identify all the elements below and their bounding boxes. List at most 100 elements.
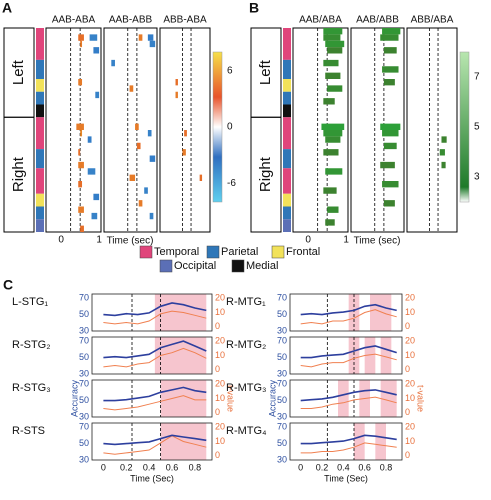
heatmap-cell: [382, 181, 399, 188]
significance-band: [348, 294, 360, 331]
accuracy-line: [103, 302, 207, 317]
region-strip: [36, 219, 44, 232]
heatmap-cell: [184, 130, 187, 137]
region-strip: [36, 28, 44, 60]
heatmap-cell: [147, 130, 152, 137]
heatmap-cell: [78, 206, 84, 213]
y-tick-label: 50: [79, 395, 89, 405]
y2-tick-label: 10: [215, 393, 225, 403]
x-axis-label: Time (Sec): [130, 473, 174, 483]
heatmap-cell: [80, 40, 83, 48]
plot-frame: [289, 336, 403, 375]
legend-swatch: [159, 259, 173, 273]
panel-title: ABB-ABA: [163, 15, 207, 26]
y2-tick-label: 0: [215, 407, 220, 417]
y-tick-label: 50: [277, 395, 287, 405]
heatmap-cell: [323, 149, 339, 156]
x-tick-label: 0: [298, 462, 303, 472]
heatmap-cell: [380, 34, 399, 41]
region-strip: [283, 168, 291, 194]
legend-label: Parietal: [221, 246, 258, 258]
heatmap-cell: [199, 174, 203, 181]
heatmap-cell: [383, 47, 397, 54]
accuracy-line: [300, 303, 397, 316]
t-value-line: [103, 310, 207, 325]
heatmap-cell: [89, 34, 98, 41]
t-value-line: [103, 435, 207, 455]
y2-tick-label: 10: [405, 393, 415, 403]
heatmap-cell: [129, 174, 136, 181]
y-tick-label: 30: [277, 368, 287, 378]
t-value-line: [300, 396, 397, 409]
y-tick-label: 30: [79, 325, 89, 335]
t-value-line: [103, 347, 207, 368]
y2-tick-label: 10: [215, 350, 225, 360]
heatmap-cell: [441, 161, 446, 169]
heatmap-frame: [45, 27, 102, 233]
plot-name: R-STS: [12, 425, 45, 437]
y2-tick-label: 0: [215, 321, 220, 331]
heatmap-cell: [325, 72, 341, 79]
significance-band: [348, 337, 360, 374]
panel-title: AAB/ABB: [356, 15, 399, 26]
heatmap-cell: [380, 161, 395, 169]
group-label: Left: [257, 59, 274, 85]
significance-band: [380, 380, 397, 417]
heatmap-cell: [441, 136, 447, 143]
heatmap-cell: [321, 123, 345, 130]
heatmap-cell: [87, 168, 96, 175]
region-strip: [36, 168, 44, 194]
region-strip: [283, 91, 291, 105]
y-tick-label: 50: [79, 309, 89, 319]
heatmap-cell: [323, 59, 339, 67]
t-value-line: [300, 442, 397, 454]
heatmap-cell: [382, 130, 399, 137]
plot-name: L-STG₁: [12, 296, 48, 308]
plot-frame: [289, 422, 403, 461]
heatmap-cell: [182, 149, 186, 156]
y-axis-label: Accuracy: [69, 379, 79, 417]
region-strip: [283, 59, 291, 79]
group-label: Left: [10, 59, 27, 85]
region-strip: [36, 206, 44, 220]
heatmap-cell: [129, 85, 134, 92]
t-value-line: [300, 309, 397, 325]
colorbar-tick-label: -6: [227, 178, 236, 189]
y2-tick-label: 0: [215, 450, 220, 460]
plot-frame: [91, 336, 213, 375]
heatmap-cell: [323, 187, 337, 194]
y2-tick-label: 10: [215, 307, 225, 317]
x-tick-label: 0.4: [143, 462, 156, 472]
panel-title: AAB-ABB: [109, 15, 153, 26]
x-tick-label: 0: [305, 235, 311, 246]
y-tick-label: 70: [79, 378, 89, 388]
accuracy-line: [300, 389, 397, 402]
significance-band: [380, 337, 392, 374]
x-tick-label: 0: [58, 235, 64, 246]
y-tick-label: 70: [277, 335, 287, 345]
y-tick-label: 30: [277, 454, 287, 464]
plot-name: R-MTG₃: [226, 382, 267, 394]
heatmap-cell: [111, 59, 115, 67]
accuracy-line: [300, 434, 397, 445]
panel-title: AAB-ABA: [52, 15, 96, 26]
heatmap-cell: [78, 181, 83, 188]
y2-tick-label: 10: [215, 436, 225, 446]
significance-band: [375, 423, 386, 460]
y2-tick-label: 20: [215, 379, 225, 389]
x-tick-label: 0.6: [166, 462, 179, 472]
y-tick-label: 70: [79, 335, 89, 345]
y2-tick-label: 20: [405, 293, 415, 303]
x-tick-label: 0: [101, 462, 106, 472]
plot-frame: [289, 379, 403, 418]
y2-tick-label: 20: [215, 422, 225, 432]
y-tick-label: 70: [79, 292, 89, 302]
y-tick-label: 50: [79, 352, 89, 362]
heatmap-cell: [323, 28, 343, 35]
y-tick-label: 70: [79, 421, 89, 431]
heatmap-cell: [91, 212, 98, 220]
significance-band: [364, 337, 376, 374]
t-value-line: [300, 353, 397, 368]
heatmap-cell: [78, 79, 83, 86]
